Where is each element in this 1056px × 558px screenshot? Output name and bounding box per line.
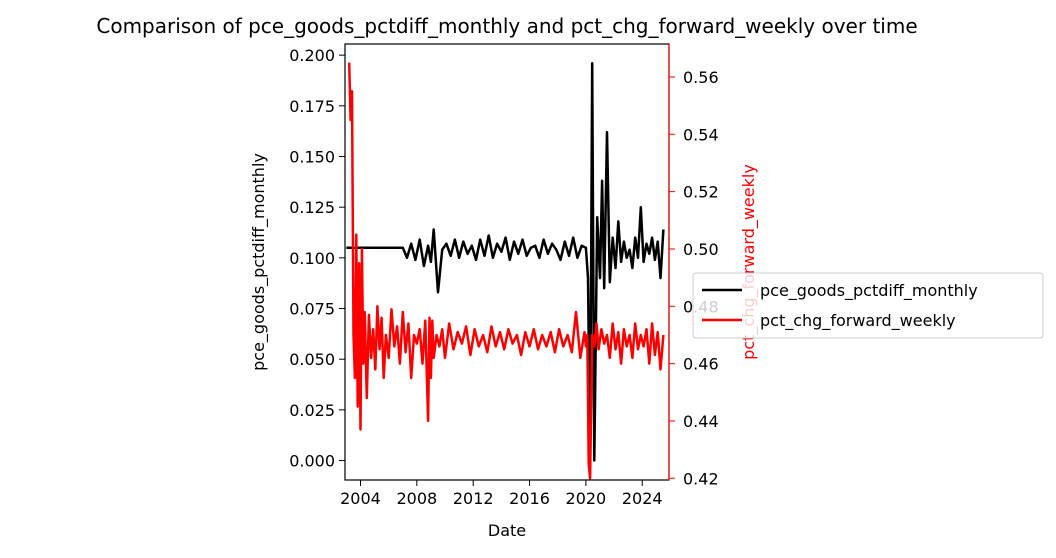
plot-area xyxy=(344,43,670,481)
y-left-axis-ticks: 0.000 0.025 0.050 0.075 0.100 0.125 0.150 0.175… xyxy=(289,46,345,471)
x-tick-label: 2008 xyxy=(396,489,437,508)
y-right-tick-label: 0.42 xyxy=(683,469,719,488)
y-left-tick-label: 0.125 xyxy=(289,198,335,217)
y-left-tick-label: 0.200 xyxy=(289,46,335,65)
y-right-tick-label: 0.46 xyxy=(683,355,719,374)
y-right-tick-label: 0.54 xyxy=(683,125,719,144)
x-axis-ticks: 2004 2008 2012 2016 2020 2024 xyxy=(340,480,663,508)
x-tick-label: 2012 xyxy=(453,489,494,508)
y-left-tick-label: 0.150 xyxy=(289,147,335,166)
series-line-pct-chg-forward-weekly xyxy=(347,62,665,480)
y-right-tick-label: 0.52 xyxy=(683,183,719,202)
x-tick-label: 2024 xyxy=(622,489,663,508)
x-tick-label: 2004 xyxy=(340,489,381,508)
y-left-tick-label: 0.175 xyxy=(289,97,335,116)
y-left-tick-label: 0.050 xyxy=(289,350,335,369)
legend-box xyxy=(692,272,1044,339)
y-right-axis-ticks: 0.420.440.460.480.500.520.540.56 xyxy=(669,68,719,488)
y-left-axis-label: pce_goods_pctdiff_monthly xyxy=(249,153,269,371)
y-left-tick-label: 0.000 xyxy=(289,452,335,471)
legend-label-pce-goods: pce_goods_pctdiff_monthly xyxy=(760,281,978,301)
x-tick-label: 2020 xyxy=(566,489,607,508)
y-left-tick-label: 0.100 xyxy=(289,249,335,268)
series-layer xyxy=(346,62,665,480)
legend-label-pct-chg: pct_chg_forward_weekly xyxy=(760,311,956,331)
x-tick-label: 2016 xyxy=(509,489,550,508)
y-right-tick-label: 0.44 xyxy=(683,412,719,431)
y-left-tick-label: 0.075 xyxy=(289,300,335,319)
y-left-tick-label: 0.025 xyxy=(289,401,335,420)
y-right-tick-label: 0.50 xyxy=(683,240,719,259)
series-line-pce-goods-pctdiff-monthly xyxy=(346,62,665,462)
chart-title: Comparison of pce_goods_pctdiff_monthly … xyxy=(96,14,917,38)
y-right-tick-label: 0.56 xyxy=(683,68,719,87)
x-axis-label: Date xyxy=(488,521,526,540)
legend: pce_goods_pctdiff_monthly pct_chg_forwar… xyxy=(692,272,1044,339)
